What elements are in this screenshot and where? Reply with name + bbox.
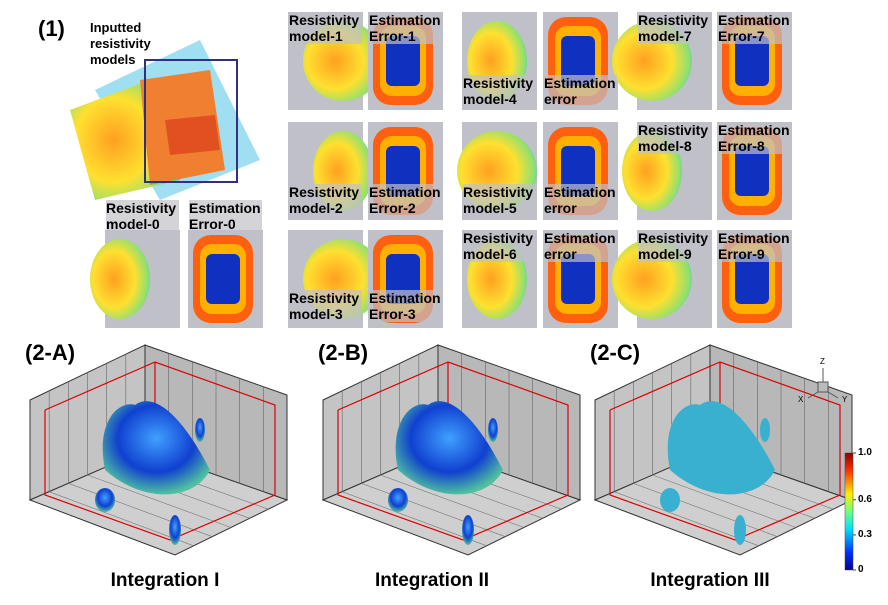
error-inner [561,36,595,86]
error-inner [561,254,595,304]
body [488,418,498,442]
tile-label: Resistivity model-8 [638,122,711,154]
error-inner [735,254,769,304]
axis-line [827,391,839,399]
body [102,401,210,495]
plot-3d [593,344,854,556]
floor-grid [87,474,232,528]
body [195,418,205,442]
floor-grid [633,483,778,537]
floor-grid [614,491,759,547]
model-image [90,239,150,319]
axis-cube [817,381,829,393]
floor-grid [49,491,194,547]
colorbar-label: 1.0 [858,447,872,458]
error-inner [561,146,595,196]
floor-grid [361,483,506,537]
tile-label: Resistivity model-4 [463,75,536,107]
floor-grid [342,491,487,547]
error-inner [735,146,769,196]
body [462,515,474,545]
tile-label: Estimation Error-0 [189,200,262,232]
axis-z: Z [820,357,825,366]
plot-label: (2-C) [590,340,641,365]
body [660,488,680,512]
body [734,515,746,545]
axis-line [807,391,819,399]
body [760,418,770,442]
axis-y: Y [842,395,848,404]
tile-label: Estimation Error-3 [369,290,442,322]
body [395,401,503,495]
tile-label: Resistivity model-9 [638,230,711,262]
colorbar-label: 0.6 [858,493,872,505]
tile-label: Resistivity model-5 [463,184,536,216]
inputs-label: Inputted resistivity models [90,20,151,67]
plot-3d [28,344,289,556]
error-inner [206,254,240,304]
tile-label: Estimation Error-8 [718,122,791,154]
plot-caption: Integration III [650,570,770,591]
colorbar [844,452,854,571]
tile-label: Resistivity model-3 [289,290,362,322]
tile-label: Estimation error [544,75,617,107]
tile-label: Estimation error [544,184,617,216]
body [388,488,408,512]
error-inner [386,36,420,86]
body [667,401,775,495]
tile-label: Resistivity model-0 [106,200,179,232]
axis-x: X [798,395,804,404]
floor-grid [68,483,213,537]
tile-label: Estimation Error-1 [369,12,442,44]
plot-caption: Integration I [110,570,220,591]
body [95,488,115,512]
error-inner [735,36,769,86]
plot-3d [321,344,582,556]
tile-label: Resistivity model-2 [289,184,362,216]
plot-caption: Integration II [375,570,489,591]
tile-label: Estimation Error-2 [369,184,442,216]
body [169,515,181,545]
colorbar-label: 0 [858,564,864,575]
colorbar-label: 0.3 [858,528,872,540]
floor-grid [380,474,525,528]
tile-label: Resistivity model-1 [289,12,362,44]
error-inner [386,146,420,196]
tile-label: Estimation Error-9 [718,230,791,262]
panel-label: (1) [38,16,65,41]
tile-label: Resistivity model-6 [463,230,536,262]
tile-label: Estimation Error-7 [718,12,791,44]
floor-grid [652,474,797,528]
plot-label: (2-A) [25,340,76,365]
tile-label: Resistivity model-7 [638,12,711,44]
tile-label: Estimation error [544,230,617,262]
plot-label: (2-B) [318,340,369,365]
input-models [70,40,260,200]
